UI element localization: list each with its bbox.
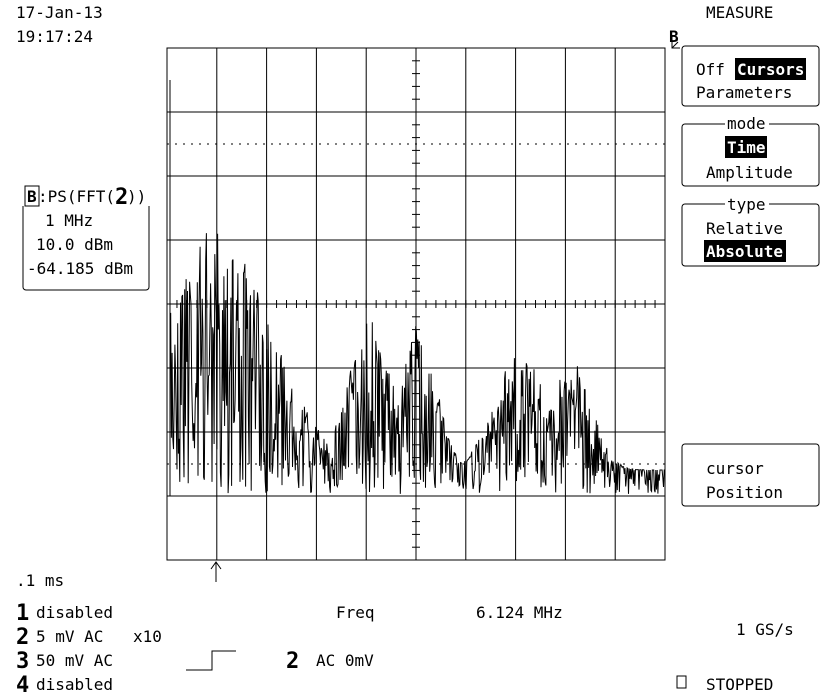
trigger-channel: 2 (286, 649, 299, 674)
trace-channel: 2 (115, 185, 128, 210)
channel-list: 1 disabled 2 5 mV AC x10 3 50 mV AC 4 disabled (16, 601, 162, 698)
menu-parameters[interactable]: Parameters (696, 83, 792, 102)
trace-source-end: )) (127, 187, 146, 206)
trigger-text: AC 0mV (316, 651, 374, 670)
trace-ref: 10.0 dBm (36, 235, 113, 254)
trace-badge: B (27, 187, 37, 206)
trace-box: B :PS(FFT( 2 )) 1 MHz 10.0 dBm -64.185 d… (20, 185, 152, 291)
menu-title: MEASURE (706, 3, 773, 22)
menu-box-title: mode (727, 114, 766, 133)
menu-cursor[interactable]: cursor Position (681, 443, 820, 507)
trace-reading: -64.185 dBm (27, 259, 133, 278)
timebase: .1 ms (16, 571, 64, 590)
title-gap (725, 115, 769, 131)
trigger-arrow (210, 561, 222, 582)
menu-mode[interactable]: mode Time Amplitude (681, 114, 820, 187)
freq-label: Freq (336, 603, 375, 622)
menu-relative[interactable]: Relative (706, 219, 783, 238)
menu-type[interactable]: type Relative Absolute (681, 195, 820, 267)
probe-factor: x10 (133, 627, 162, 646)
highlight (725, 136, 767, 158)
channel-number: 2 (16, 625, 29, 650)
trace-level-marker (671, 36, 680, 49)
sample-rate: 1 GS/s (736, 620, 794, 639)
status-box (676, 675, 687, 689)
menu-off[interactable]: Off (696, 60, 725, 79)
menu-cursor[interactable]: cursor (706, 459, 764, 478)
channel-setting: disabled (36, 603, 113, 622)
title-gap (725, 195, 769, 211)
channel-setting: disabled (36, 675, 113, 694)
menu-box[interactable] (681, 443, 820, 507)
channel-number: 3 (16, 649, 29, 674)
date: 17-Jan-13 (16, 3, 103, 22)
badge-box (24, 185, 40, 207)
trace-scale: 1 MHz (45, 211, 93, 230)
highlight (735, 58, 806, 80)
menu-box-title: type (727, 195, 766, 214)
highlight (704, 240, 786, 262)
menu-absolute[interactable]: Absolute (706, 242, 783, 261)
channel-setting: 50 mV AC (36, 651, 113, 670)
trace-marker: B (669, 27, 679, 46)
trace-source: :PS(FFT( (38, 187, 115, 206)
menu-measure-mode[interactable]: Off Cursors Parameters (681, 45, 820, 107)
menu-position[interactable]: Position (706, 483, 783, 502)
channel-setting: 5 mV AC (36, 627, 103, 646)
menu-time[interactable]: Time (727, 138, 766, 157)
menu-amplitude[interactable]: Amplitude (706, 163, 793, 182)
status: STOPPED (706, 675, 773, 694)
channel-number: 1 (16, 601, 29, 626)
time: 19:17:24 (16, 27, 93, 46)
fft-trace (169, 233, 665, 494)
freq-value: 6.124 MHz (476, 603, 563, 622)
menu-cursors[interactable]: Cursors (737, 60, 804, 79)
trigger-edge-icon (186, 650, 236, 671)
channel-number: 4 (16, 673, 29, 696)
title-gap (20, 186, 152, 206)
